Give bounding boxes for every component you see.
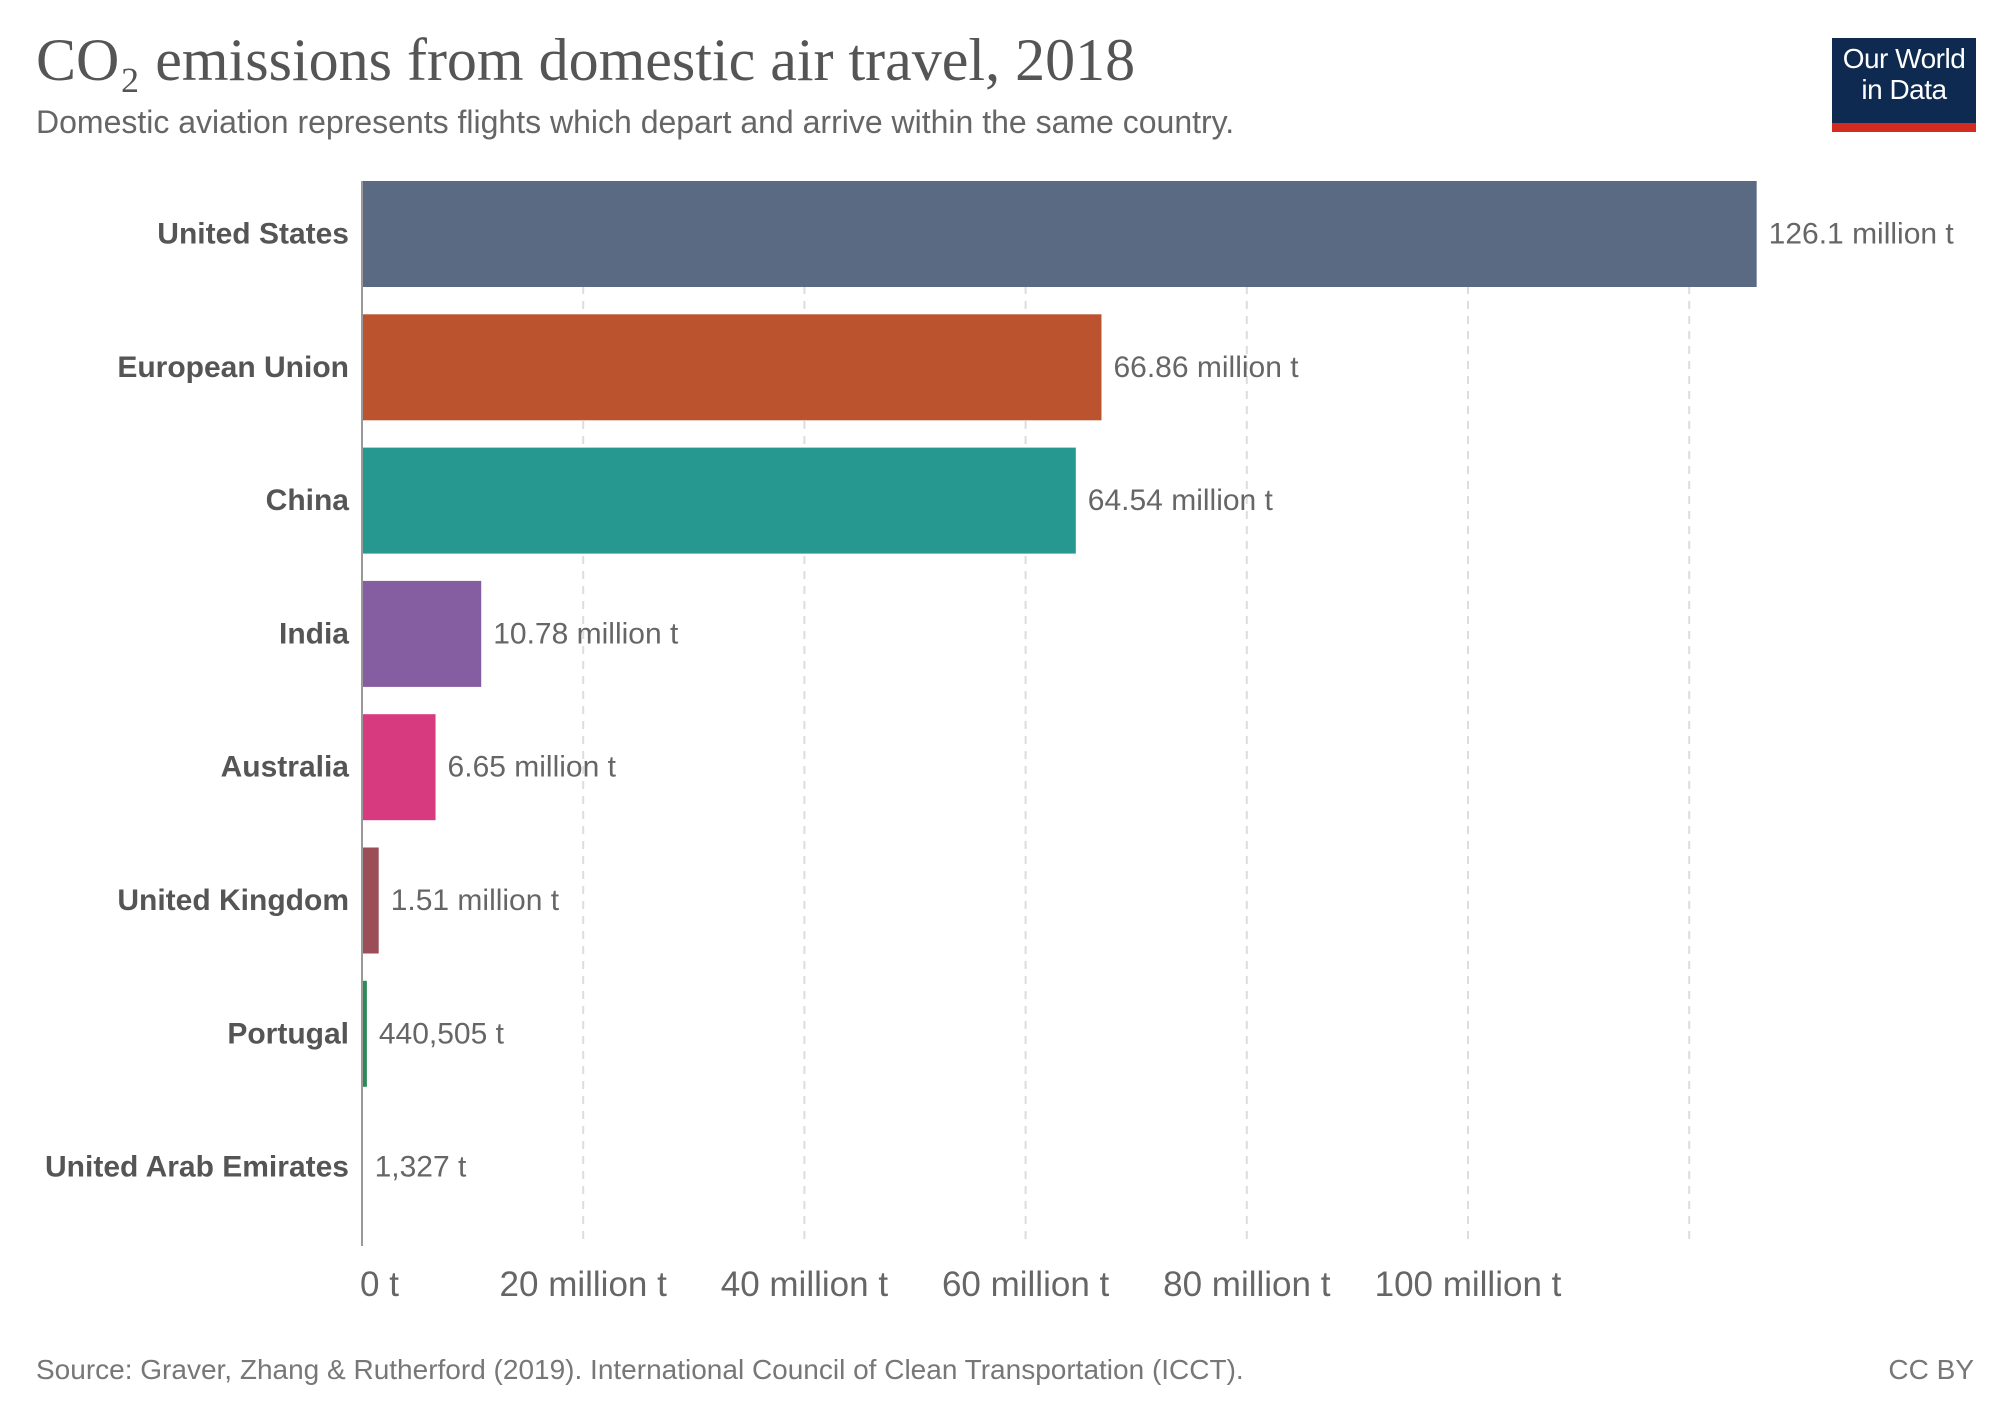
logo-line-1: Our World: [1842, 43, 1966, 74]
logo-line-2: in Data: [1861, 74, 1947, 105]
value-label: 1,327 t: [375, 1151, 467, 1184]
x-tick-label: 0 t: [360, 1265, 399, 1304]
source-note: Source: Graver, Zhang & Rutherford (2019…: [36, 1354, 1244, 1385]
value-label: 6.65 million t: [448, 751, 617, 784]
x-tick-label: 20 million t: [500, 1265, 668, 1304]
bar: [362, 580, 482, 687]
bar: [362, 980, 367, 1087]
value-label: 126.1 million t: [1769, 218, 1955, 251]
value-label: 66.86 million t: [1113, 351, 1299, 384]
category-label: Australia: [221, 751, 350, 784]
bar: [362, 314, 1102, 421]
value-label: 10.78 million t: [493, 617, 679, 650]
owid-logo[interactable]: Our World in Data: [1832, 38, 1976, 132]
bar: [362, 847, 379, 954]
category-label: United Kingdom: [117, 884, 349, 917]
bar-chart: United States 126.1 million t European Uni…: [45, 181, 1955, 1304]
category-label: India: [279, 617, 349, 650]
x-tick-label: 40 million t: [721, 1265, 889, 1304]
category-label: European Union: [117, 351, 349, 384]
bar: [362, 447, 1076, 554]
category-label: United Arab Emirates: [45, 1151, 349, 1184]
value-label: 1.51 million t: [391, 884, 560, 917]
category-label: Portugal: [227, 1017, 349, 1050]
chart-subtitle: Domestic aviation represents flights whi…: [36, 104, 1235, 140]
value-label: 440,505 t: [379, 1017, 505, 1050]
category-label: United States: [157, 218, 349, 251]
x-tick-label: 100 million t: [1375, 1265, 1562, 1304]
chart-title: CO₂ emissions from domestic air travel, …: [36, 27, 1136, 93]
category-label: China: [266, 484, 350, 517]
x-tick-label: 60 million t: [942, 1265, 1110, 1304]
x-tick-label: 80 million t: [1163, 1265, 1331, 1304]
license-link[interactable]: CC BY: [1888, 1354, 1974, 1385]
bar: [362, 714, 436, 821]
bar: [362, 181, 1757, 287]
value-label: 64.54 million t: [1088, 484, 1274, 517]
